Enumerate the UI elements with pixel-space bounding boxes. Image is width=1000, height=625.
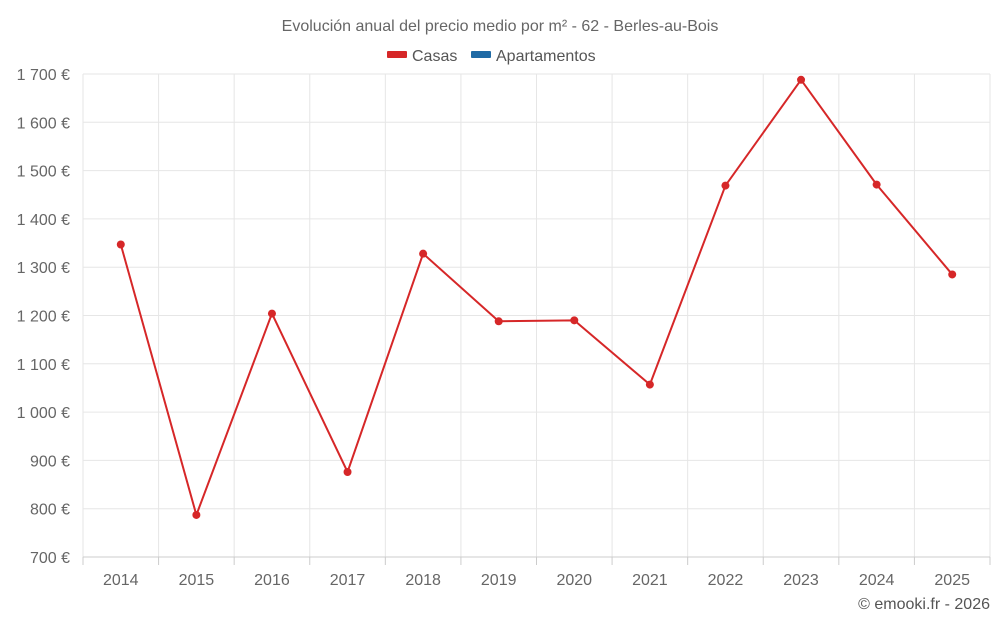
x-tick-label: 2023 <box>783 572 819 589</box>
series-casas <box>116 75 957 519</box>
y-tick-label: 900 € <box>30 453 70 470</box>
credit-text: © emooki.fr - 2026 <box>858 596 990 613</box>
data-point[interactable] <box>343 467 352 476</box>
x-tick-label: 2016 <box>254 572 290 589</box>
y-tick-label: 1 000 € <box>17 405 70 422</box>
y-tick-label: 1 500 € <box>17 164 70 181</box>
y-tick-label: 1 700 € <box>17 67 70 84</box>
x-tick-label: 2024 <box>859 572 895 589</box>
gridlines <box>82 73 991 557</box>
y-tick-label: 800 € <box>30 502 70 519</box>
x-tick-label: 2025 <box>934 572 970 589</box>
legend-item-casas[interactable]: Casas <box>387 48 457 65</box>
y-tick-label: 1 200 € <box>17 309 70 326</box>
y-tick-label: 1 300 € <box>17 260 70 277</box>
x-tick-label: 2019 <box>481 572 517 589</box>
data-point[interactable] <box>419 249 428 258</box>
data-point[interactable] <box>797 75 806 84</box>
legend-swatch-casas <box>387 51 407 58</box>
data-point[interactable] <box>872 180 881 189</box>
data-point[interactable] <box>192 510 201 519</box>
axes <box>82 556 991 565</box>
legend-item-apartamentos[interactable]: Apartamentos <box>471 48 596 65</box>
x-tick-label: 2015 <box>179 572 215 589</box>
data-point[interactable] <box>645 380 654 389</box>
y-tick-label: 1 100 € <box>17 357 70 374</box>
x-tick-label: 2018 <box>405 572 441 589</box>
x-tick-label: 2014 <box>103 572 139 589</box>
series-line-casas <box>119 78 953 519</box>
legend-label-casas: Casas <box>412 48 457 65</box>
y-tick-label: 700 € <box>30 550 70 567</box>
x-axis-ticks: 2014 2015 2016 2017 2018 2019 2020 2021 2022 2023… <box>103 572 970 589</box>
data-point[interactable] <box>948 270 957 279</box>
data-point[interactable] <box>116 240 125 249</box>
chart-title: Evolución anual del precio medio por m² … <box>282 18 719 35</box>
legend-swatch-apartamentos <box>471 51 491 58</box>
data-point[interactable] <box>494 317 503 326</box>
data-point[interactable] <box>721 181 730 190</box>
x-tick-label: 2021 <box>632 572 668 589</box>
y-axis-ticks: 700 € 800 € 900 € 1 000 € 1 100 € 1 200 € 1 30… <box>17 67 70 567</box>
x-tick-label: 2020 <box>556 572 592 589</box>
legend-label-apartamentos: Apartamentos <box>496 48 596 65</box>
x-tick-label: 2022 <box>708 572 744 589</box>
data-point[interactable] <box>570 316 579 325</box>
data-point[interactable] <box>267 309 276 318</box>
legend[interactable]: Casas Apartamentos <box>387 48 596 65</box>
y-tick-label: 1 400 € <box>17 212 70 229</box>
x-tick-label: 2017 <box>330 572 366 589</box>
y-tick-label: 1 600 € <box>17 115 70 132</box>
